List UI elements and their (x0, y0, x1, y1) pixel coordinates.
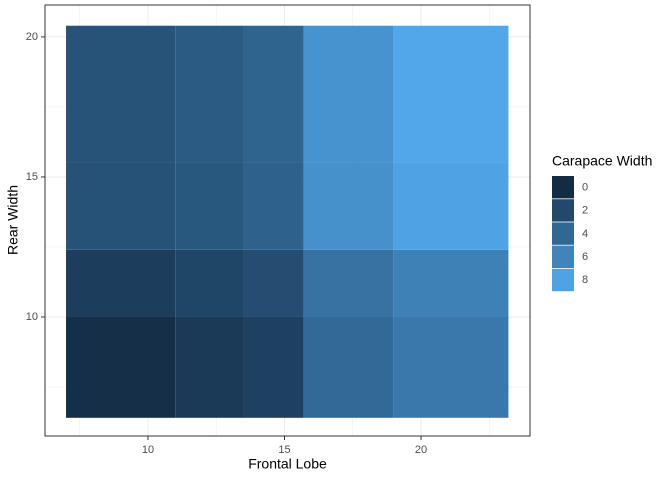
tile (66, 25, 176, 163)
tile (66, 162, 176, 250)
legend-label: 6 (582, 251, 588, 263)
y-tick-label: 15 (26, 171, 38, 183)
tile (243, 162, 304, 250)
tile (243, 249, 304, 317)
tile (175, 25, 244, 163)
tile (303, 249, 394, 317)
tile (175, 316, 244, 418)
legend-label: 4 (582, 228, 588, 240)
x-tick-label: 15 (278, 444, 290, 456)
legend-label: 8 (582, 274, 588, 286)
legend-label: 2 (582, 205, 588, 217)
tile (243, 316, 304, 418)
tile (303, 25, 394, 163)
legend-key (552, 245, 574, 268)
tile (393, 249, 509, 317)
tile (303, 316, 394, 418)
panel-border (44, 4, 531, 437)
x-tick-label: 20 (415, 444, 427, 456)
tile (393, 162, 509, 250)
tile (303, 162, 394, 250)
tile (175, 249, 244, 317)
tile (393, 316, 509, 418)
y-tick-label: 10 (26, 311, 38, 323)
legend-label: 0 (582, 181, 588, 193)
tile (243, 25, 304, 163)
legend-key (552, 222, 574, 245)
legend-title: Carapace Width (552, 153, 652, 169)
tile (393, 25, 509, 163)
x-axis-title: Frontal Lobe (248, 456, 327, 472)
y-axis-title: Rear Width (5, 185, 21, 255)
tiles (66, 25, 509, 418)
tile (66, 316, 176, 418)
legend-key (552, 268, 574, 292)
x-tick-label: 10 (142, 444, 154, 456)
legend-key (552, 199, 574, 222)
tile (175, 162, 244, 250)
tile (66, 249, 176, 317)
legend-key (552, 176, 574, 199)
y-tick-label: 20 (26, 31, 38, 43)
